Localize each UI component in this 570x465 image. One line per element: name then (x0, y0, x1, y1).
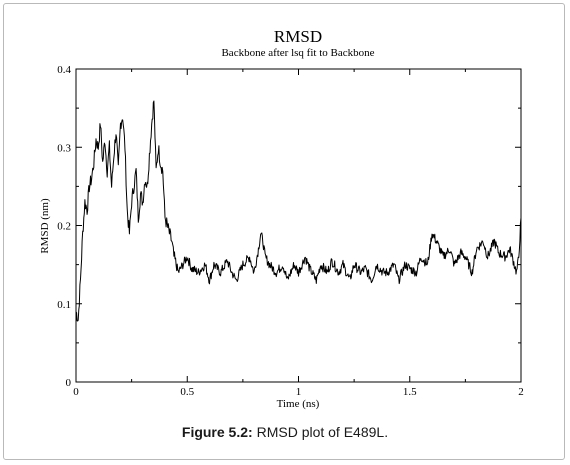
x-tick-label: 0.5 (180, 386, 194, 398)
y-tick-label: 0.3 (57, 142, 71, 154)
figure-caption-label: Figure 5.2: (181, 424, 253, 440)
figure-caption-text: RMSD plot of E489L. (252, 424, 389, 440)
plot-area (75, 68, 522, 383)
rmsd-series-line (75, 100, 522, 322)
x-axis-label: Time (ns) (277, 398, 320, 410)
y-axis-label: RMSD (nm) (39, 198, 51, 254)
figure-frame (3, 3, 565, 460)
y-tick-label: 0.1 (57, 299, 71, 311)
y-tick-label: 0.2 (57, 221, 71, 233)
y-tick-label: 0.4 (57, 64, 71, 76)
rmsd-chart: RMSD Backbone after lsq fit to Backbone … (39, 27, 524, 410)
x-tick-label: 1 (296, 386, 302, 398)
chart-title: RMSD (274, 27, 322, 46)
axis-ticks: 0 0.5 1 1.5 2 0 0.1 0.2 0.3 0.4 (57, 64, 524, 398)
chart-subtitle: Backbone after lsq fit to Backbone (221, 47, 374, 59)
y-tick-label: 0 (66, 377, 72, 389)
x-tick-label: 1.5 (403, 386, 417, 398)
figure-caption: Figure 5.2: RMSD plot of E489L. (0, 424, 570, 440)
x-tick-label: 2 (518, 386, 524, 398)
x-tick-label: 0 (73, 386, 79, 398)
